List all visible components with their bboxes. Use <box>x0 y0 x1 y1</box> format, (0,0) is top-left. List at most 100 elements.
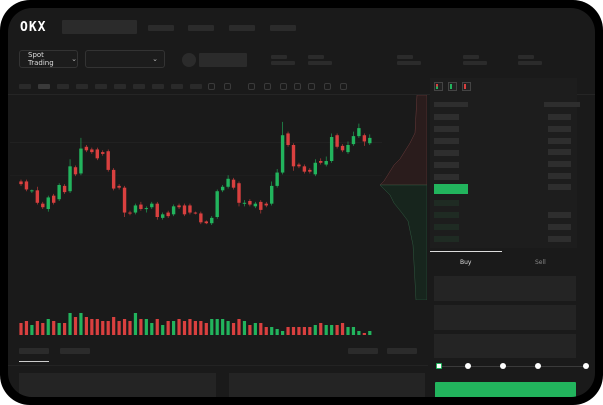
chart-tool-icon[interactable] <box>294 83 301 90</box>
timeframe-button[interactable] <box>76 84 88 89</box>
buy-button[interactable] <box>435 382 576 397</box>
candle-body <box>106 151 110 170</box>
volume-bar <box>297 327 301 335</box>
divider <box>8 94 595 95</box>
slider-handle[interactable] <box>436 363 442 369</box>
volume-bar <box>122 319 127 335</box>
volume-bar <box>275 329 279 335</box>
candle-body <box>19 181 23 185</box>
chart-tool-icon[interactable] <box>280 83 287 90</box>
candle-body <box>270 185 274 204</box>
volume-bar <box>313 325 317 335</box>
tab-open-orders[interactable] <box>19 348 49 354</box>
orderbook-both-icon[interactable] <box>434 82 443 91</box>
volume-bar <box>264 327 268 335</box>
chart-tool-icon[interactable] <box>264 83 271 90</box>
timeframe-button[interactable] <box>38 84 50 89</box>
chart-tool-icon[interactable] <box>340 83 347 90</box>
bid-price <box>434 236 459 242</box>
volume-bar <box>193 321 197 335</box>
slider-step-50[interactable] <box>500 363 506 369</box>
timeframe-button[interactable] <box>171 84 183 89</box>
candle-body <box>264 203 268 206</box>
filter-button[interactable] <box>348 348 378 354</box>
last-price <box>434 184 468 194</box>
candle-body <box>62 185 67 193</box>
candle-body <box>313 162 317 175</box>
candle-body <box>57 185 61 200</box>
timeframe-button[interactable] <box>95 84 107 89</box>
timeframe-button[interactable] <box>190 84 202 89</box>
chart-tool-icon[interactable] <box>224 83 231 90</box>
candle-body <box>340 145 345 151</box>
candle-body <box>275 172 279 186</box>
candle-body <box>193 212 198 214</box>
candle-body <box>133 205 138 213</box>
volume-bar <box>231 323 236 335</box>
candle-body <box>199 213 203 223</box>
depth-chart <box>380 95 427 300</box>
nav-item[interactable] <box>188 25 214 31</box>
amount-input[interactable] <box>434 305 576 330</box>
candle-body <box>297 164 301 167</box>
volume-bar <box>319 323 323 335</box>
volume-bar <box>270 327 274 335</box>
orders-panel <box>19 373 216 397</box>
candle-body <box>329 137 334 161</box>
orderbook-bids-icon[interactable] <box>448 82 457 91</box>
candle-body <box>259 201 263 210</box>
chart-tool-icon[interactable] <box>248 83 255 90</box>
timeframe-button[interactable] <box>114 84 126 89</box>
chart-tool-icon[interactable] <box>208 83 215 90</box>
candle-body <box>171 206 176 215</box>
market-selector[interactable]: Spot Trading ⌄ <box>19 50 78 68</box>
ask-price <box>434 114 459 120</box>
candle-body <box>242 202 247 204</box>
amount-slider[interactable] <box>436 363 589 369</box>
timeframe-button[interactable] <box>152 84 164 89</box>
volume-bar <box>324 325 328 335</box>
ask-amount <box>548 173 571 179</box>
candle-body <box>188 205 192 213</box>
tab-sell[interactable]: Sell <box>535 259 546 266</box>
candle-body <box>84 146 89 151</box>
nav-item[interactable] <box>229 25 255 31</box>
chart-tool-icon[interactable] <box>324 83 331 90</box>
slider-step-75[interactable] <box>535 363 541 369</box>
stat-label <box>308 55 324 59</box>
nav-item[interactable] <box>270 25 296 31</box>
slider-step-25[interactable] <box>465 363 471 369</box>
okx-logo[interactable]: OKX <box>20 20 47 35</box>
candle-body <box>210 217 214 224</box>
timeframe-button[interactable] <box>133 84 145 89</box>
volume-bar <box>204 323 208 335</box>
pair-selector[interactable]: ⌄ <box>85 50 165 68</box>
search-bar[interactable] <box>62 20 137 34</box>
total-input[interactable] <box>434 334 576 358</box>
candle-body <box>177 205 181 208</box>
slider-step-100[interactable] <box>583 363 589 369</box>
timeframe-button[interactable] <box>19 84 31 89</box>
candle-body <box>117 185 121 188</box>
candle-body <box>362 135 367 142</box>
orderbook-asks-icon[interactable] <box>462 82 471 91</box>
stat-label <box>518 55 534 59</box>
stat-value <box>308 61 332 65</box>
buy-tab-underline <box>430 251 502 252</box>
candle-body <box>122 187 127 213</box>
volume-bar <box>199 321 203 335</box>
tab-buy[interactable]: Buy <box>460 259 472 266</box>
price-input[interactable] <box>434 276 576 301</box>
tab-order-history[interactable] <box>60 348 90 354</box>
candlestick-chart[interactable] <box>10 103 382 338</box>
stat-label <box>271 55 287 59</box>
volume-bar <box>19 323 23 335</box>
volume-bar <box>144 319 148 335</box>
chart-tool-icon[interactable] <box>308 83 315 90</box>
volume-bar <box>237 319 241 335</box>
filter-button[interactable] <box>387 348 417 354</box>
timeframe-button[interactable] <box>57 84 69 89</box>
volume-bar <box>215 319 219 335</box>
nav-item[interactable] <box>148 25 174 31</box>
volume-bar <box>259 323 263 335</box>
